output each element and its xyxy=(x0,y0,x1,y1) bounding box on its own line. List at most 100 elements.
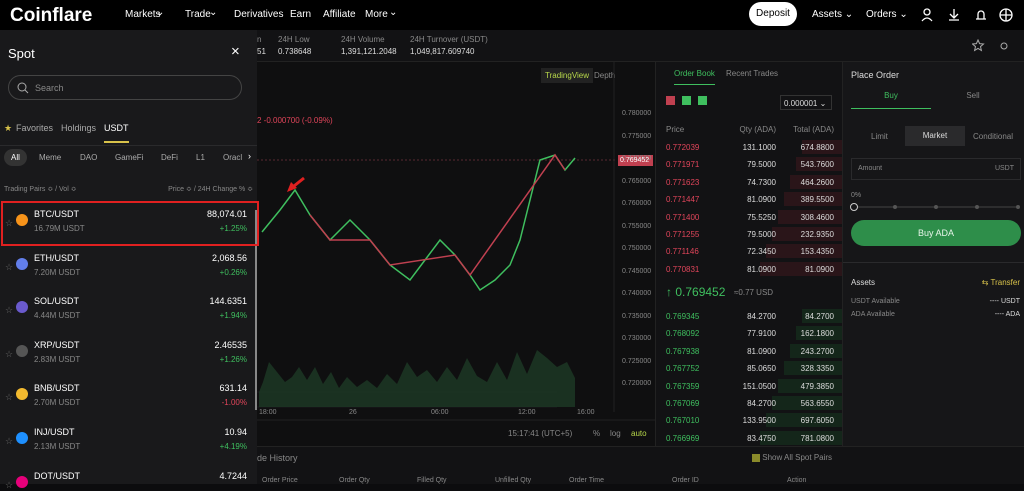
ob-total: 328.3350 xyxy=(800,364,834,374)
pair-name[interactable]: DOT/USDT xyxy=(34,470,80,481)
chart-tab[interactable]: TradingView xyxy=(541,68,594,83)
favorite-star[interactable]: ☆ xyxy=(5,348,14,359)
star-icon: ★ xyxy=(4,123,13,133)
chart-tab[interactable]: Depth xyxy=(594,71,616,80)
ob-price[interactable]: 0.771146 xyxy=(666,247,699,257)
assets-menu[interactable]: Assets ⌄ xyxy=(812,9,854,20)
category-chip[interactable]: L1 xyxy=(196,153,205,162)
ob-price[interactable]: 0.771255 xyxy=(666,230,700,239)
x-axis-label: 06:00 xyxy=(431,409,449,416)
show-all-toggle[interactable]: Show All Spot Pairs xyxy=(752,453,832,462)
list-tab[interactable]: Holdings xyxy=(61,123,97,133)
history-tab[interactable]: de History xyxy=(257,453,298,463)
depth-bar xyxy=(802,309,842,323)
ob-tab[interactable]: Recent Trades xyxy=(726,69,779,78)
favorite-star[interactable]: ☆ xyxy=(5,436,14,446)
order-column: Filled Qty xyxy=(417,477,447,484)
ob-price[interactable]: 0.768092 xyxy=(666,329,700,339)
ob-price[interactable]: 0.766969 xyxy=(666,433,700,443)
category-chip[interactable]: All xyxy=(4,149,27,166)
precision: 0.000001 xyxy=(784,99,818,108)
order-column: Unfilled Qty xyxy=(495,477,532,484)
ob-total: 697.6050 xyxy=(800,416,834,426)
deposit-button[interactable]: Deposit xyxy=(749,2,797,26)
ob-view-icons[interactable] xyxy=(666,95,726,107)
orders-menu[interactable]: Orders ⌄ xyxy=(866,9,908,20)
menu-item[interactable]: Markets xyxy=(125,9,161,20)
chart-option[interactable]: log xyxy=(610,429,621,438)
ob-total: 781.0800 xyxy=(800,433,834,443)
ob-price[interactable]: 0.771400 xyxy=(666,212,700,222)
amount-input[interactable]: Amount USDT xyxy=(851,158,1021,180)
ob-price[interactable]: 0.767752 xyxy=(666,364,700,374)
pair-volume: 4.44M USDT xyxy=(34,311,81,321)
menu-item[interactable]: Affiliate xyxy=(323,9,356,20)
ob-price[interactable]: 0.770831 xyxy=(666,264,700,274)
ob-price[interactable]: 0.771447 xyxy=(666,195,700,205)
category-chip[interactable]: Meme xyxy=(39,153,62,162)
chips-next[interactable]: › xyxy=(248,151,251,161)
buy-button[interactable]: Buy ADA xyxy=(851,220,1021,246)
precision-select[interactable]: 0.000001 ⌄ xyxy=(780,95,832,110)
favorite-star[interactable]: ☆ xyxy=(5,305,14,316)
nav-icons[interactable] xyxy=(920,6,1020,24)
ob-price[interactable]: 0.767359 xyxy=(666,381,700,391)
panel-title: Spot xyxy=(8,46,35,61)
y-axis-label: 0.755000 xyxy=(622,222,652,230)
pair-price: 144.6351 xyxy=(209,296,247,307)
x-axis-label: 16:00 xyxy=(577,409,595,416)
ob-price[interactable]: 0.767010 xyxy=(666,416,700,426)
type-market[interactable]: Market xyxy=(905,126,965,146)
ob-price[interactable]: 0.767069 xyxy=(666,399,700,408)
pair-name[interactable]: BTC/USDT xyxy=(34,209,79,219)
percent-slider[interactable] xyxy=(849,201,1023,213)
category-chip[interactable]: DAO xyxy=(80,153,98,162)
menu-item[interactable]: Derivatives xyxy=(234,9,284,20)
category-chip[interactable]: DeFi xyxy=(161,153,178,162)
list-tab[interactable]: Favorites xyxy=(16,123,54,133)
favorite-star[interactable]: ☆ xyxy=(5,218,14,228)
list-tab[interactable]: USDT xyxy=(104,123,129,143)
pair-name[interactable]: BNB/USDT xyxy=(34,383,80,394)
type-conditional[interactable]: Conditional xyxy=(973,132,1014,141)
search-placeholder: Search xyxy=(35,83,64,93)
pair-price: 4.7244 xyxy=(219,470,247,481)
ob-total: 563.6550 xyxy=(800,399,834,408)
y-axis-label: 0.730000 xyxy=(622,335,652,342)
chart-option[interactable]: % xyxy=(593,429,601,438)
pair-name[interactable]: SOL/USDT xyxy=(34,296,80,307)
logo[interactable]: Coinflare xyxy=(10,5,93,26)
pair-name[interactable]: XRP/USDT xyxy=(34,339,80,350)
menu-item[interactable]: More xyxy=(365,9,388,20)
ob-price[interactable]: 0.771971 xyxy=(666,160,700,170)
category-chip[interactable]: Oracl xyxy=(223,153,243,162)
ob-price[interactable]: 0.771623 xyxy=(666,177,700,187)
chart-option[interactable]: auto xyxy=(631,429,647,438)
search-input[interactable]: Search xyxy=(8,75,242,100)
side-buy[interactable]: Buy xyxy=(851,91,931,109)
ob-price[interactable]: 0.769345 xyxy=(666,312,700,321)
place-order: Place Order Buy Sell Limit Market Condit… xyxy=(842,62,1024,446)
close-button[interactable]: × xyxy=(231,43,240,60)
menu-item[interactable]: Earn xyxy=(290,9,312,20)
side-sell[interactable]: Sell xyxy=(966,91,980,100)
scrollbar[interactable] xyxy=(255,210,257,410)
type-limit[interactable]: Limit xyxy=(871,132,888,141)
menu-item[interactable]: Trade xyxy=(185,9,211,20)
checkbox[interactable] xyxy=(752,453,760,462)
favorite-star[interactable]: ☆ xyxy=(5,392,14,403)
ob-price[interactable]: 0.767938 xyxy=(666,346,700,356)
chart-settings-icons[interactable] xyxy=(972,39,1012,53)
transfer-link[interactable]: ⇆ Transfer xyxy=(981,278,1020,287)
category-chip[interactable]: GameFi xyxy=(115,153,144,162)
favorite-star[interactable]: ☆ xyxy=(5,479,14,490)
ob-price[interactable]: 0.772039 xyxy=(666,143,700,152)
pair-name[interactable]: ETH/USDT xyxy=(34,252,79,263)
pair-name[interactable]: INJ/USDT xyxy=(34,427,75,437)
ob-qty: 74.7300 xyxy=(747,177,776,187)
list-header-left: Trading Pairs ≎ / Vol ≎ xyxy=(4,186,77,193)
ob-tab[interactable]: Order Book xyxy=(674,69,715,85)
favorite-star[interactable]: ☆ xyxy=(5,261,14,272)
ticker-value: 51 xyxy=(257,47,266,56)
